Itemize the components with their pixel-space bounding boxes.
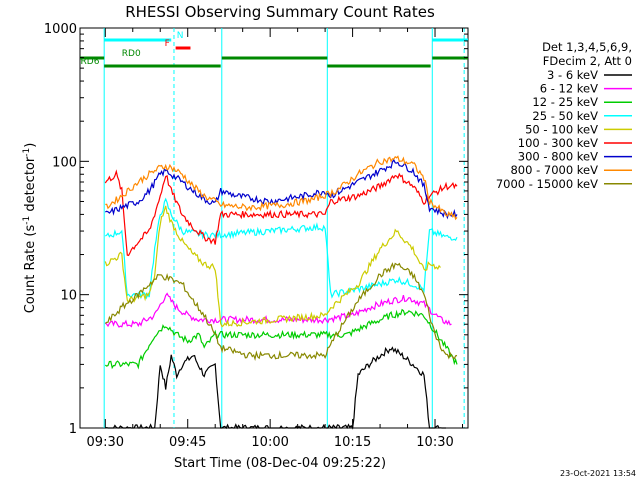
x-tick-label: 09:45 <box>169 435 206 450</box>
legend-entry-label: 800 - 7000 keV <box>510 163 598 177</box>
legend-entry-label: 12 - 25 keV <box>532 95 598 109</box>
legend-entry-label: 100 - 300 keV <box>518 136 598 150</box>
y-axis-label: Count Rate (s-1 detector-1) <box>22 143 38 314</box>
x-tick-label: 10:30 <box>416 435 453 450</box>
series-line <box>104 262 458 361</box>
state-bars: NF RD0 RD6 <box>80 31 468 68</box>
chart-title: RHESSI Observing Summary Count Rates <box>125 3 435 21</box>
series-line <box>105 158 458 220</box>
legend-entry-label: 3 - 6 keV <box>547 68 598 82</box>
legend-entry-label: 300 - 800 keV <box>518 150 598 164</box>
state-bar-label: N <box>177 31 184 41</box>
legend-header-2: FDecim 2, Att 0 <box>543 54 632 68</box>
series-line <box>104 205 441 328</box>
series-line <box>105 346 446 430</box>
y-tick-label: 1000 <box>44 22 77 37</box>
series-lines <box>104 155 458 430</box>
legend-header-1: Det 1,3,4,5,6,9, <box>542 40 632 54</box>
x-tick-label: 09:30 <box>87 435 124 450</box>
series-line <box>104 292 452 328</box>
series-line <box>105 197 458 300</box>
timestamp-annotation: 23-Oct-2021 13:54 <box>560 469 636 478</box>
series-line <box>104 169 458 257</box>
legend-entry-label: 6 - 12 keV <box>540 82 598 96</box>
x-tick-label: 10:15 <box>334 435 371 450</box>
state-bar-label: RD0 <box>122 49 141 59</box>
y-tick-label: 1 <box>69 422 77 437</box>
legend: Det 1,3,4,5,6,9, FDecim 2, Att 0 3 - 6 k… <box>496 40 632 191</box>
legend-entry-label: 50 - 100 keV <box>525 122 598 136</box>
series-line <box>104 308 458 370</box>
y-tick-label: 10 <box>60 289 77 304</box>
vertical-markers <box>103 28 465 428</box>
y-tick-label: 100 <box>52 155 77 170</box>
legend-entry-label: 25 - 50 keV <box>532 109 598 123</box>
series-line <box>105 155 458 221</box>
axes: 1 10 100 1000 09:30 09:45 10:00 10:15 10:30 <box>44 22 468 450</box>
state-bar-label: F <box>165 39 170 49</box>
legend-entry-label: 7000 - 15000 keV <box>496 177 598 191</box>
x-axis-label: Start Time (08-Dec-04 09:25:22) <box>174 456 386 471</box>
state-bar-label: RD6 <box>81 57 100 67</box>
x-tick-label: 10:00 <box>251 435 288 450</box>
